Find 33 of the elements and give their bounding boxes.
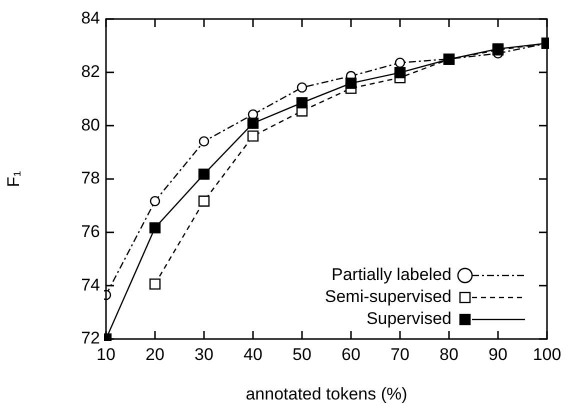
legend-label: Partially labeled [331, 265, 452, 284]
point [394, 58, 406, 68]
y-axis-title: F₁ [4, 170, 23, 188]
point [247, 130, 259, 142]
x-tick-label: 40 [244, 344, 262, 364]
point [247, 118, 259, 129]
legend-label: Supervised [366, 309, 452, 328]
x-tick-label: 50 [292, 344, 312, 364]
point [149, 278, 161, 290]
point [296, 97, 308, 108]
y-tick-label: 84 [81, 8, 100, 28]
point [296, 82, 308, 93]
x-tick-label: 20 [146, 344, 164, 364]
x-tick-label: 30 [194, 344, 214, 364]
legend-label: Semi-supervised [324, 287, 452, 306]
x-tick-label: 80 [440, 344, 458, 364]
y-tick-label: 78 [81, 168, 100, 188]
x-tick-label: 100 [532, 344, 562, 364]
x-tick-label: 90 [488, 344, 508, 364]
point [198, 168, 210, 180]
point [345, 78, 357, 89]
point [149, 222, 161, 234]
y-tick-label: 82 [81, 62, 100, 82]
y-tick-label: 76 [81, 222, 100, 242]
point [198, 196, 210, 207]
y-tick-label: 80 [81, 115, 100, 134]
point [394, 67, 406, 78]
y-tick-label: 74 [81, 275, 100, 294]
point [198, 136, 210, 147]
x-tick-label: 70 [390, 344, 410, 364]
x-tick-label: 60 [342, 344, 360, 364]
x-axis-title: annotated tokens (%) [246, 384, 408, 404]
point [150, 196, 160, 206]
